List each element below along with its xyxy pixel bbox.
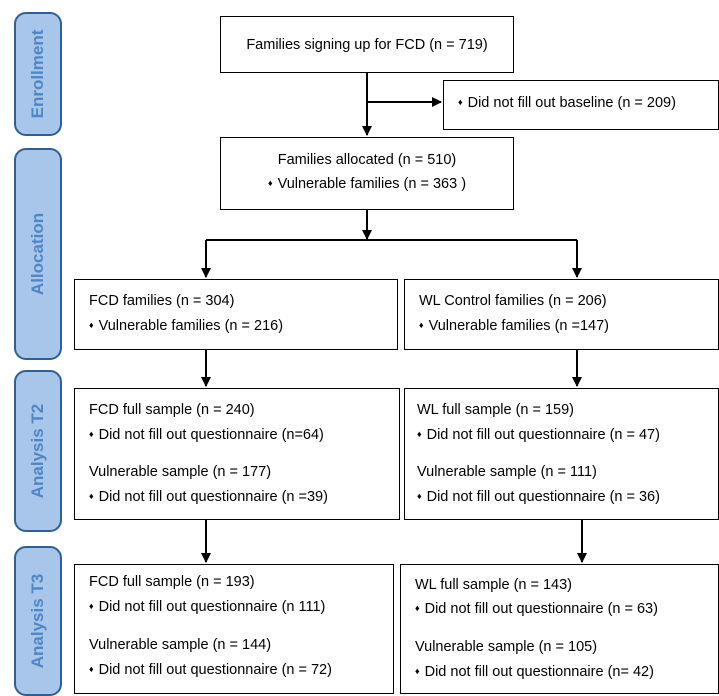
stage-allocation: Allocation	[14, 148, 62, 360]
wl-t2-box: WL full sample (n = 159) ♦ Did not fill o…	[404, 388, 719, 520]
bullet-icon: ♦	[419, 320, 424, 330]
wl-t2-vuln-bullet: ♦ Did not fill out questionnaire (n = 36)	[417, 489, 660, 505]
wl-allocation-box: WL Control families (n = 206) ♦ Vulnerabl…	[404, 279, 719, 350]
bullet-icon: ♦	[417, 429, 422, 439]
wl-t3-box: WL full sample (n = 143) ♦ Did not fill o…	[400, 564, 719, 694]
allocated-title: Families allocated (n = 510)	[277, 152, 457, 168]
fcd-t3-vuln-bullet: ♦ Did not fill out questionnaire (n = 72)	[89, 662, 332, 678]
wl-t3-vuln-bullet: ♦ Did not fill out questionnaire (n= 42)	[415, 664, 654, 680]
fcd-t3-vuln-title: Vulnerable sample (n = 144)	[89, 637, 272, 653]
bullet-icon: ♦	[89, 601, 94, 611]
fcd-t2-full-bullet: ♦ Did not fill out questionnaire (n=64)	[89, 427, 324, 443]
wl-t3-vuln-title: Vulnerable sample (n = 105)	[415, 639, 598, 655]
signup-box: Families signing up for FCD (n = 719)	[220, 16, 514, 73]
bullet-icon: ♦	[415, 603, 420, 613]
stage-enrollment: Enrollment	[14, 12, 62, 136]
stage-analysis-t2: Analysis T2	[14, 370, 62, 532]
wl-t2-full-bullet: ♦ Did not fill out questionnaire (n = 47)	[417, 427, 660, 443]
excluded-text: ♦ Did not fill out baseline (n = 209)	[458, 95, 676, 111]
wl-t3-full-bullet: ♦ Did not fill out questionnaire (n = 63)	[415, 601, 658, 617]
fcd-t3-full-title: FCD full sample (n = 193)	[89, 574, 255, 590]
fcd-t2-vuln-title: Vulnerable sample (n = 177)	[89, 464, 272, 480]
bullet-icon: ♦	[458, 97, 463, 107]
stage-analysis-t3: Analysis T3	[14, 546, 62, 696]
allocated-box: Families allocated (n = 510) ♦ Vulnerable…	[220, 137, 514, 210]
fcd-t2-vuln-bullet: ♦ Did not fill out questionnaire (n =39)	[89, 489, 328, 505]
fcd-allocation-title: FCD families (n = 304)	[89, 293, 235, 309]
bullet-icon: ♦	[417, 491, 422, 501]
bullet-icon: ♦	[89, 429, 94, 439]
wl-allocation-title: WL Control families (n = 206)	[419, 293, 607, 309]
fcd-allocation-box: FCD families (n = 304) ♦ Vulnerable famil…	[74, 279, 398, 350]
fcd-t2-full-title: FCD full sample (n = 240)	[89, 402, 255, 418]
wl-t3-full-title: WL full sample (n = 143)	[415, 577, 573, 593]
bullet-icon: ♦	[415, 666, 420, 676]
bullet-icon: ♦	[267, 178, 273, 188]
fcd-t3-full-bullet: ♦ Did not fill out questionnaire (n 111)	[89, 599, 326, 615]
wl-allocation-bullet: ♦ Vulnerable families (n =147)	[419, 318, 610, 334]
fcd-t2-box: FCD full sample (n = 240) ♦ Did not fill …	[74, 388, 400, 520]
fcd-t3-box: FCD full sample (n = 193) ♦ Did not fill …	[74, 564, 394, 694]
bullet-icon: ♦	[89, 664, 94, 674]
wl-t2-full-title: WL full sample (n = 159)	[417, 402, 575, 418]
bullet-icon: ♦	[89, 320, 94, 330]
signup-title: Families signing up for FCD (n = 719)	[246, 37, 488, 53]
fcd-allocation-bullet: ♦ Vulnerable families (n = 216)	[89, 318, 284, 334]
allocated-bullet: ♦ Vulnerable families (n = 363 )	[267, 176, 467, 192]
wl-t2-vuln-title: Vulnerable sample (n = 111)	[417, 464, 597, 480]
excluded-box: ♦ Did not fill out baseline (n = 209)	[443, 80, 719, 130]
bullet-icon: ♦	[89, 491, 94, 501]
